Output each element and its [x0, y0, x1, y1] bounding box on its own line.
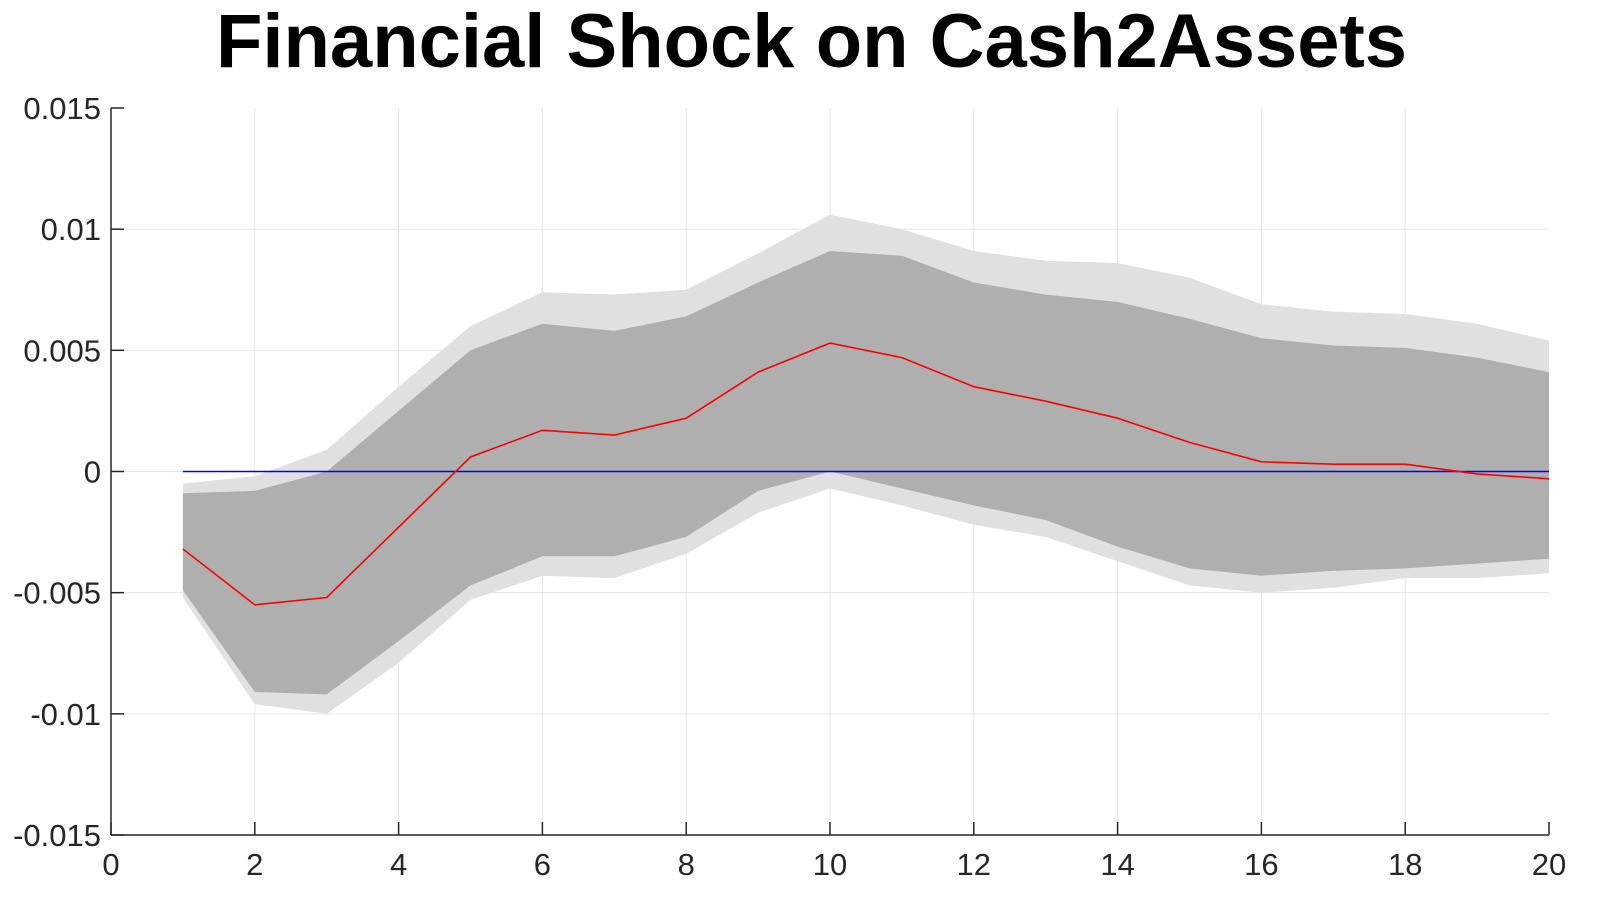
x-tick-label: 8 [678, 847, 695, 882]
y-tick-label: 0.005 [23, 333, 101, 368]
y-tick-label: 0.015 [23, 91, 101, 126]
y-tick-label: -0.015 [13, 818, 101, 853]
x-tick-label: 10 [813, 847, 847, 882]
x-tick-label: 6 [534, 847, 551, 882]
x-tick-label: 18 [1388, 847, 1422, 882]
x-tick-label: 0 [102, 847, 119, 882]
x-tick-label: 14 [1100, 847, 1134, 882]
y-tick-label: 0 [84, 455, 101, 490]
y-tick-label: -0.01 [30, 697, 101, 732]
x-tick-label: 2 [246, 847, 263, 882]
y-tick-label: -0.005 [13, 576, 101, 611]
x-tick-label: 20 [1532, 847, 1566, 882]
chart-title: Financial Shock on Cash2Assets [215, 0, 1408, 84]
inner-band [182, 251, 1549, 695]
y-tick-label: 0.01 [41, 212, 101, 247]
x-tick-label: 4 [390, 847, 407, 882]
median-line [182, 342, 1550, 606]
x-tick-label: 12 [957, 847, 991, 882]
x-tick-label: 16 [1244, 847, 1278, 882]
